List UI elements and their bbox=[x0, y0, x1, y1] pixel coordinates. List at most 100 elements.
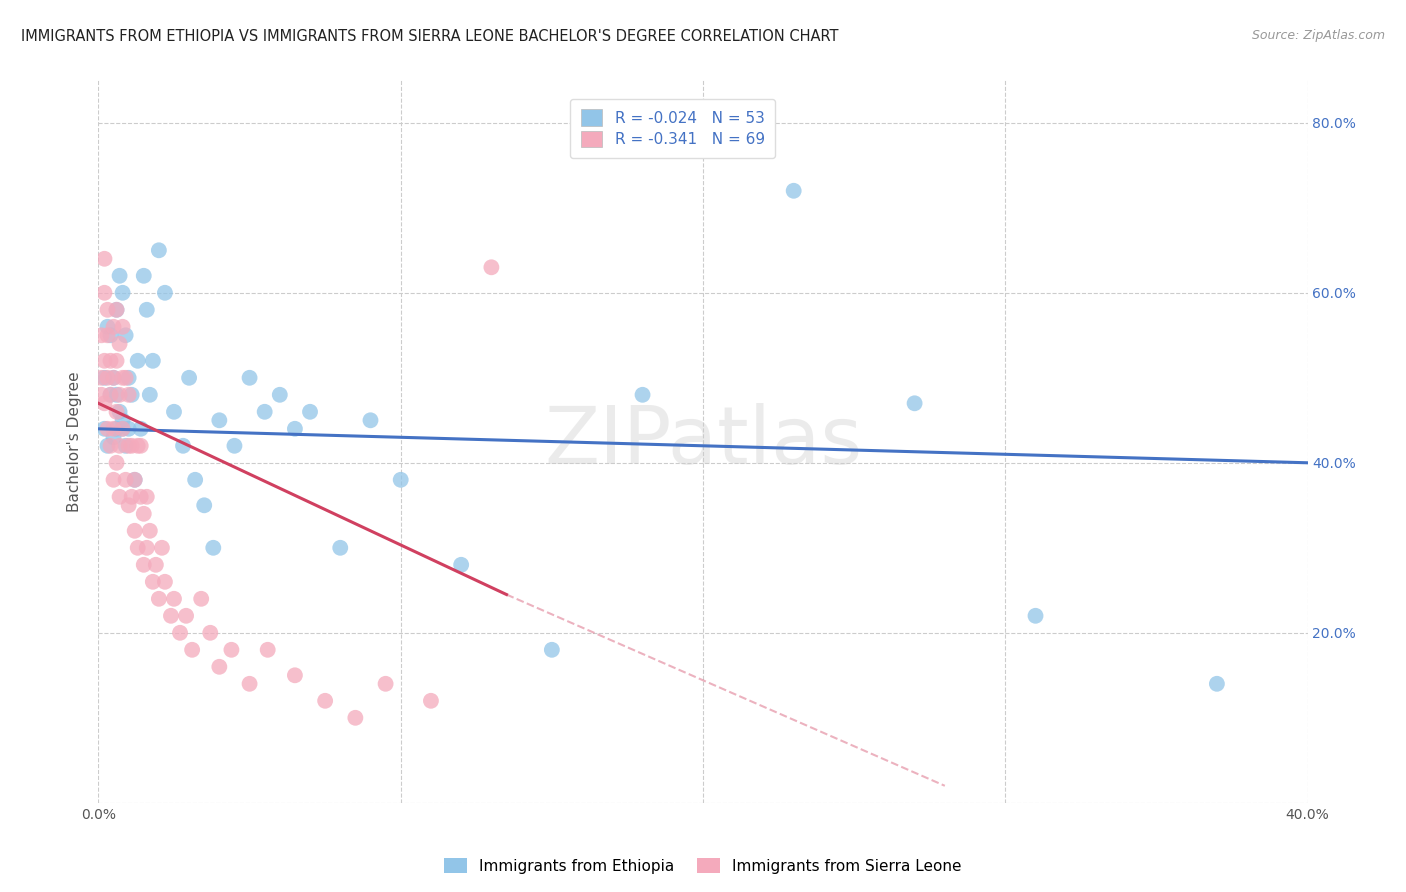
Point bbox=[105, 405, 128, 419]
Legend: R = -0.024   N = 53, R = -0.341   N = 69: R = -0.024 N = 53, R = -0.341 N = 69 bbox=[571, 99, 775, 158]
Point bbox=[93, 371, 115, 385]
Point bbox=[132, 268, 155, 283]
Point bbox=[172, 439, 194, 453]
Point bbox=[174, 608, 197, 623]
Point bbox=[481, 260, 503, 275]
Point bbox=[90, 388, 112, 402]
Point bbox=[105, 422, 128, 436]
Point bbox=[139, 524, 162, 538]
Point bbox=[96, 371, 118, 385]
Point bbox=[114, 328, 136, 343]
Point bbox=[344, 711, 367, 725]
Point bbox=[108, 388, 131, 402]
Point bbox=[129, 422, 152, 436]
Point bbox=[163, 591, 186, 606]
Point bbox=[208, 413, 231, 427]
Point bbox=[450, 558, 472, 572]
Point bbox=[153, 574, 176, 589]
Point bbox=[118, 388, 141, 402]
Point bbox=[299, 405, 322, 419]
Point bbox=[103, 371, 125, 385]
Point bbox=[103, 430, 125, 444]
Point bbox=[111, 319, 134, 334]
Point bbox=[360, 413, 382, 427]
Point bbox=[135, 490, 157, 504]
Point bbox=[121, 388, 143, 402]
Point bbox=[153, 285, 176, 300]
Point bbox=[1206, 677, 1229, 691]
Point bbox=[202, 541, 225, 555]
Point bbox=[105, 388, 128, 402]
Point bbox=[127, 353, 149, 368]
Point bbox=[389, 473, 412, 487]
Point bbox=[169, 625, 191, 640]
Point bbox=[179, 371, 201, 385]
Point bbox=[93, 396, 115, 410]
Point bbox=[93, 422, 115, 436]
Point bbox=[139, 388, 162, 402]
Point bbox=[193, 498, 215, 512]
Point bbox=[239, 371, 262, 385]
Point bbox=[132, 558, 155, 572]
Point bbox=[124, 473, 146, 487]
Point bbox=[96, 319, 118, 334]
Point bbox=[114, 371, 136, 385]
Point bbox=[148, 244, 170, 258]
Point bbox=[135, 302, 157, 317]
Point bbox=[314, 694, 336, 708]
Point bbox=[163, 405, 186, 419]
Point bbox=[269, 388, 291, 402]
Point bbox=[121, 439, 143, 453]
Point bbox=[200, 625, 222, 640]
Point bbox=[90, 328, 112, 343]
Point bbox=[103, 319, 125, 334]
Point bbox=[103, 422, 125, 436]
Point bbox=[108, 405, 131, 419]
Point bbox=[111, 285, 134, 300]
Point bbox=[93, 285, 115, 300]
Point bbox=[190, 591, 212, 606]
Point bbox=[540, 642, 562, 657]
Point bbox=[150, 541, 173, 555]
Point bbox=[118, 371, 141, 385]
Point bbox=[253, 405, 276, 419]
Point bbox=[100, 328, 122, 343]
Point bbox=[631, 388, 654, 402]
Point bbox=[160, 608, 183, 623]
Point bbox=[256, 642, 278, 657]
Point bbox=[1024, 608, 1046, 623]
Point bbox=[145, 558, 167, 572]
Point bbox=[105, 302, 128, 317]
Point bbox=[118, 498, 141, 512]
Point bbox=[100, 388, 122, 402]
Point bbox=[105, 353, 128, 368]
Point bbox=[111, 371, 134, 385]
Point bbox=[100, 439, 122, 453]
Point bbox=[127, 541, 149, 555]
Point bbox=[108, 336, 131, 351]
Point bbox=[129, 490, 152, 504]
Point bbox=[181, 642, 204, 657]
Point bbox=[105, 302, 128, 317]
Point bbox=[184, 473, 207, 487]
Point bbox=[121, 490, 143, 504]
Point bbox=[108, 268, 131, 283]
Point bbox=[93, 353, 115, 368]
Point bbox=[148, 591, 170, 606]
Point bbox=[111, 422, 134, 436]
Point bbox=[129, 439, 152, 453]
Point bbox=[111, 413, 134, 427]
Point bbox=[783, 184, 806, 198]
Point bbox=[221, 642, 243, 657]
Point bbox=[93, 252, 115, 266]
Point bbox=[100, 388, 122, 402]
Point bbox=[114, 439, 136, 453]
Point bbox=[96, 439, 118, 453]
Point bbox=[284, 422, 307, 436]
Y-axis label: Bachelor's Degree: Bachelor's Degree bbox=[67, 371, 83, 512]
Point bbox=[904, 396, 927, 410]
Point bbox=[100, 353, 122, 368]
Point bbox=[111, 422, 134, 436]
Point bbox=[135, 541, 157, 555]
Point bbox=[118, 439, 141, 453]
